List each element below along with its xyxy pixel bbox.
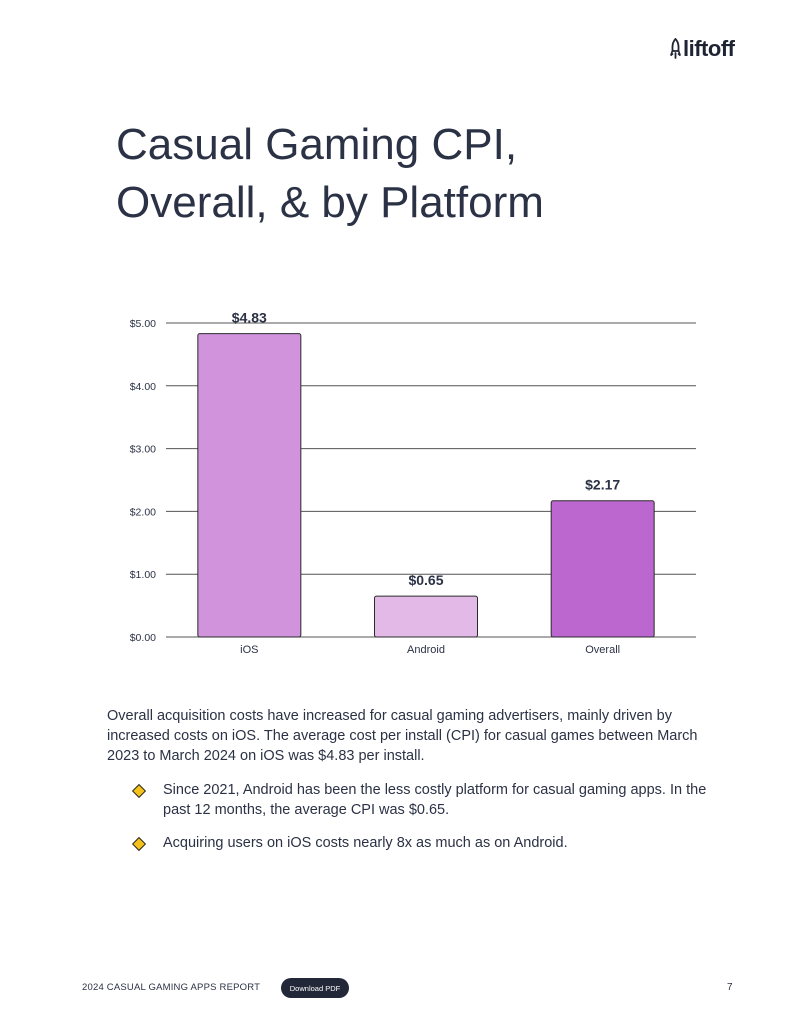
cpi-bar-chart: $0.00 $1.00 $2.00 $3.00 $4.00 $5.00 $4.83 iOS $0… (130, 310, 696, 656)
y-tick-label: $2.00 (130, 506, 156, 518)
data-label: $4.83 (232, 310, 267, 326)
page-title: Casual Gaming CPI, Overall, & by Platfor… (116, 116, 544, 232)
bar (550, 500, 655, 638)
rocket-icon (670, 38, 681, 59)
x-tick-label: Overall (585, 644, 620, 656)
report-title: 2024 CASUAL GAMING APPS REPORT (82, 982, 261, 993)
y-tick-label: $0.00 (130, 632, 156, 644)
diamond-bullet-icon (131, 783, 147, 799)
diamond-bullet-icon (131, 836, 147, 852)
bar (197, 333, 302, 638)
y-tick-label: $4.00 (130, 381, 156, 393)
bar (374, 595, 478, 638)
body-paragraph: Overall acquisition costs have increased… (107, 708, 698, 764)
bullet-list: Since 2021, Android has been the less co… (130, 780, 730, 866)
download-pdf-button[interactable]: Download PDF (281, 978, 349, 998)
data-label: $2.17 (585, 477, 620, 493)
y-tick-label: $3.00 (130, 444, 156, 456)
bullet-text: Since 2021, Android has been the less co… (163, 782, 707, 818)
liftoff-logo: liftoff (670, 36, 735, 62)
data-label: $0.65 (408, 572, 443, 588)
page-title-line-2: Overall, & by Platform (116, 178, 544, 227)
page-number: 7 (727, 982, 733, 993)
logo-text: liftoff (683, 36, 735, 61)
bullet-item: Acquiring users on iOS costs nearly 8x a… (130, 833, 730, 853)
bullet-item: Since 2021, Android has been the less co… (130, 780, 730, 820)
x-tick-label: Android (407, 644, 445, 656)
bullet-text: Acquiring users on iOS costs nearly 8x a… (163, 835, 568, 851)
page-title-line-1: Casual Gaming CPI, (116, 120, 518, 169)
y-tick-label: $1.00 (130, 569, 156, 581)
y-tick-label: $5.00 (130, 318, 156, 330)
x-tick-label: iOS (240, 644, 258, 656)
